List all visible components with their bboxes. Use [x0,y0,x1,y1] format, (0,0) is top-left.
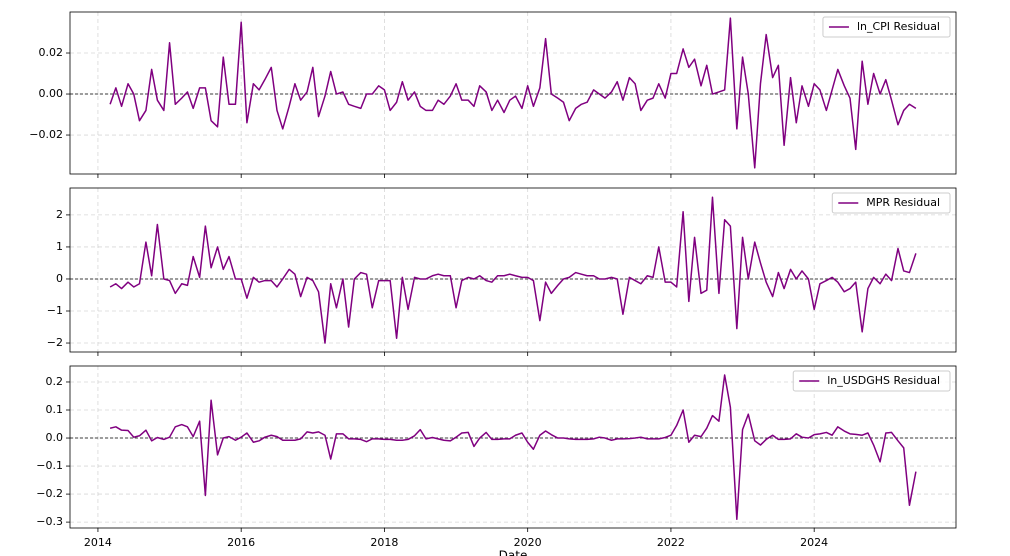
y-tick-label: −1 [47,304,63,317]
legend: ln_USDGHS Residual [792,370,951,392]
x-axis-label: Date [499,549,528,556]
y-tick-label: −2 [47,336,63,349]
legend-box [831,192,951,214]
y-tick-label: 0.0 [46,431,64,444]
x-tick-label: 2016 [227,536,255,549]
y-tick-label: 1 [56,240,63,253]
y-tick-label: 0 [56,272,63,285]
y-tick-label: −0.02 [29,128,63,141]
legend-label: ln_CPI Residual [857,20,940,33]
y-tick-label: 0.02 [39,46,64,59]
legend: ln_CPI Residual [822,16,951,38]
y-tick-label: −0.2 [36,487,63,500]
legend-box [792,370,951,392]
legend: MPR Residual [831,192,951,214]
series-line [109,374,917,521]
axes-frame [69,365,957,529]
axes-frame [69,187,957,353]
x-tick-label: 2024 [800,536,828,549]
y-tick-label: −0.1 [36,459,63,472]
y-tick-label: 0.00 [39,87,64,100]
y-tick-label: 2 [56,208,63,221]
series-line [109,17,917,169]
legend-label: ln_USDGHS Residual [827,374,940,387]
y-tick-label: 0.2 [46,375,64,388]
x-tick-label: 2020 [514,536,542,549]
x-tick-label: 2022 [657,536,685,549]
y-tick-label: −0.3 [36,515,63,528]
legend-label: MPR Residual [866,196,940,209]
x-tick-label: 2018 [370,536,398,549]
series-line [109,196,917,344]
x-tick-label: 2014 [84,536,112,549]
axes-frame [69,11,957,175]
legend-box [822,16,951,38]
y-tick-label: 0.1 [46,403,64,416]
